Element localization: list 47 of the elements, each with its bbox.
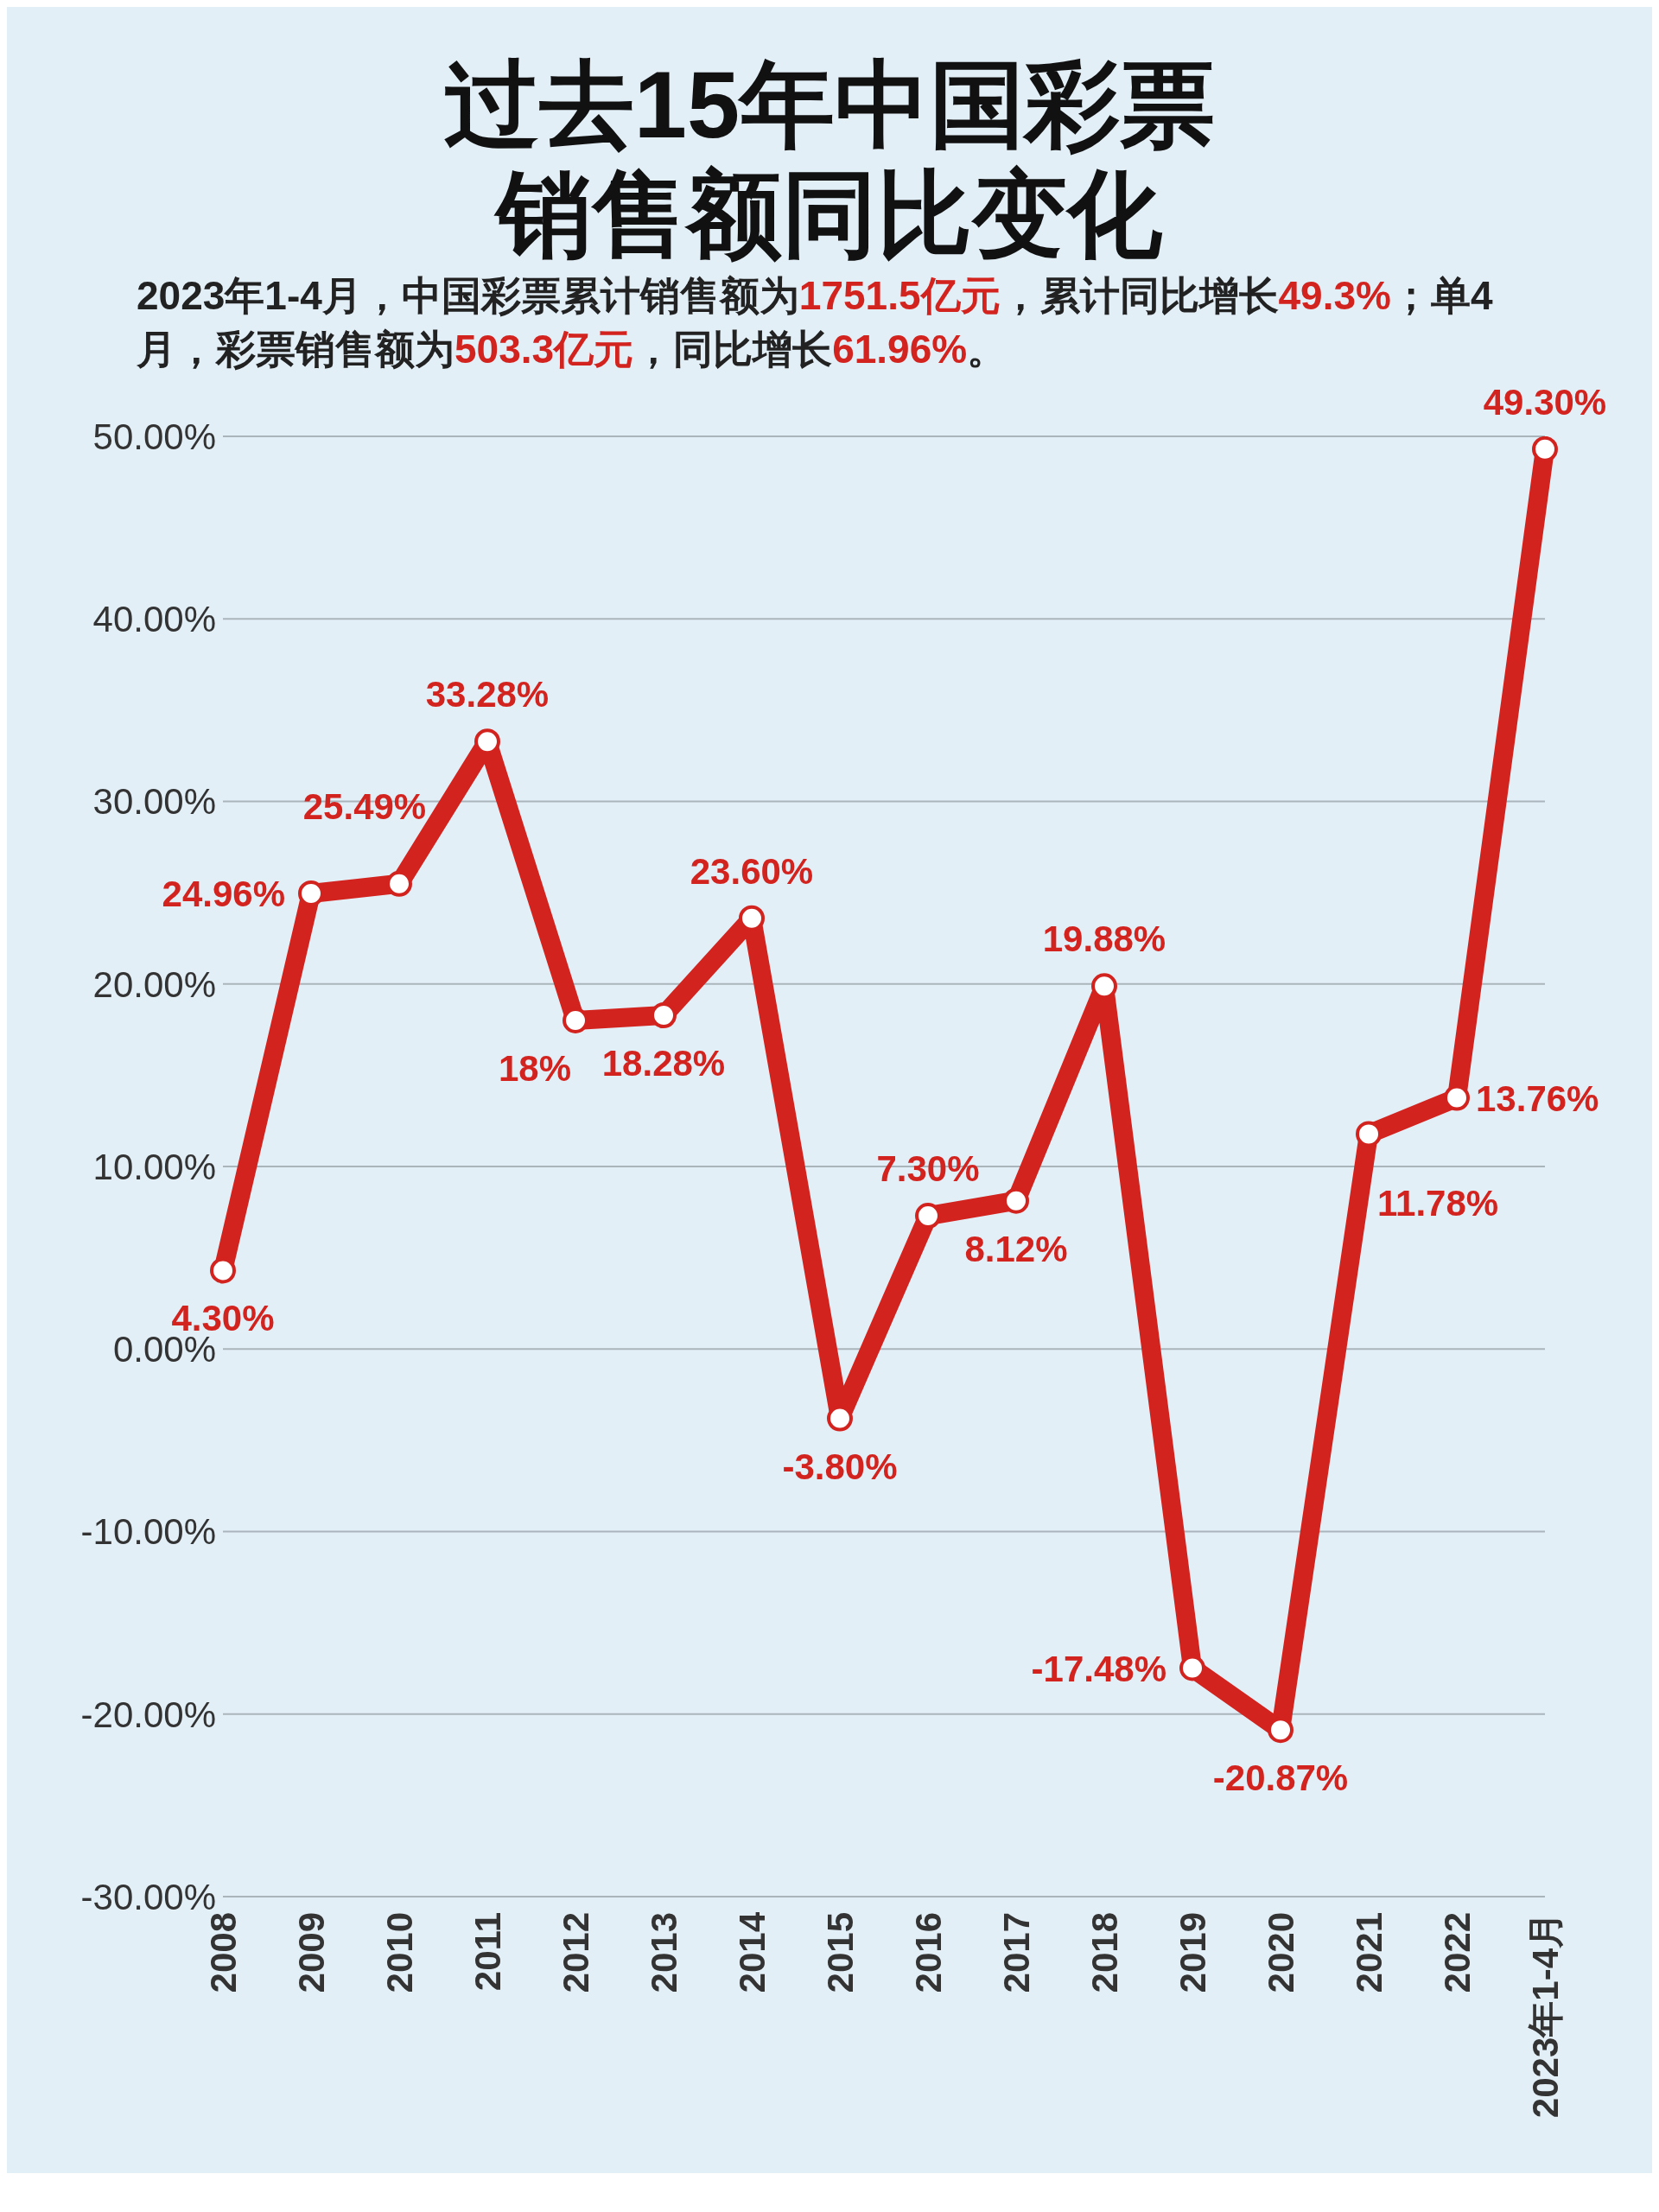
data-label: 11.78% — [1377, 1183, 1499, 1224]
y-tick-label: 40.00% — [92, 599, 216, 640]
x-tick-label: 2009 — [290, 1912, 332, 1993]
x-tick-label: 2022 — [1436, 1912, 1478, 1993]
data-label: 19.88% — [1042, 918, 1166, 960]
data-label: 49.30% — [1483, 381, 1607, 423]
data-label: 24.96% — [162, 874, 285, 915]
point — [1532, 436, 1558, 462]
data-label: 8.12% — [964, 1228, 1068, 1269]
data-label: 33.28% — [425, 674, 550, 715]
point — [1444, 1084, 1470, 1111]
x-tick-label: 2019 — [1172, 1912, 1213, 1993]
x-tick-label: 2016 — [907, 1912, 949, 1993]
point — [298, 880, 324, 907]
data-label: 23.60% — [690, 850, 814, 892]
y-tick-label: 50.00% — [92, 416, 216, 458]
data-label: -17.48% — [1031, 1648, 1166, 1689]
data-label: 25.49% — [302, 785, 427, 827]
y-tick-label: 30.00% — [92, 781, 216, 823]
x-tick-label: 2015 — [819, 1912, 861, 1993]
x-tick-label: 2017 — [995, 1912, 1037, 1993]
y-tick-label: -20.00% — [80, 1694, 216, 1735]
data-label: 7.30% — [876, 1148, 980, 1190]
data-label: -20.87% — [1212, 1758, 1349, 1799]
x-tick-label: 2023年1-4月 — [1524, 1912, 1566, 2119]
text: 2023年1-4月，中国彩票累计销售额为1751.5亿元，累计同比增长49.3%；单4月，彩票销售额为503.3亿元，同比增长61.96%。 — [137, 273, 1493, 372]
point — [915, 1203, 941, 1230]
x-tick-label: 2020 — [1260, 1912, 1301, 1993]
x-tick-label: 2011 — [467, 1912, 508, 1992]
x-tick-label: 2010 — [378, 1912, 420, 1993]
x-tick-label: 2021 — [1348, 1912, 1389, 1993]
point — [210, 1257, 236, 1284]
data-label: 18.28% — [601, 1043, 726, 1084]
x-tick-label: 2012 — [555, 1912, 596, 1993]
y-tick-label: 10.00% — [92, 1147, 216, 1188]
y-tick-label: 20.00% — [92, 963, 216, 1005]
point — [1179, 1655, 1205, 1681]
y-tick-label: -10.00% — [80, 1511, 216, 1553]
x-tick-label: 2014 — [731, 1911, 772, 1993]
x-tick-label: 2018 — [1084, 1912, 1125, 1993]
data-label: 13.76% — [1476, 1077, 1599, 1119]
point — [1356, 1121, 1382, 1147]
chart-title: 过去15年中国彩票销售额同比变化 — [442, 50, 1217, 269]
data-label: -3.80% — [782, 1446, 898, 1487]
x-tick-label: 2013 — [643, 1912, 684, 1993]
data-label: 18% — [498, 1048, 571, 1090]
point — [1003, 1187, 1029, 1214]
